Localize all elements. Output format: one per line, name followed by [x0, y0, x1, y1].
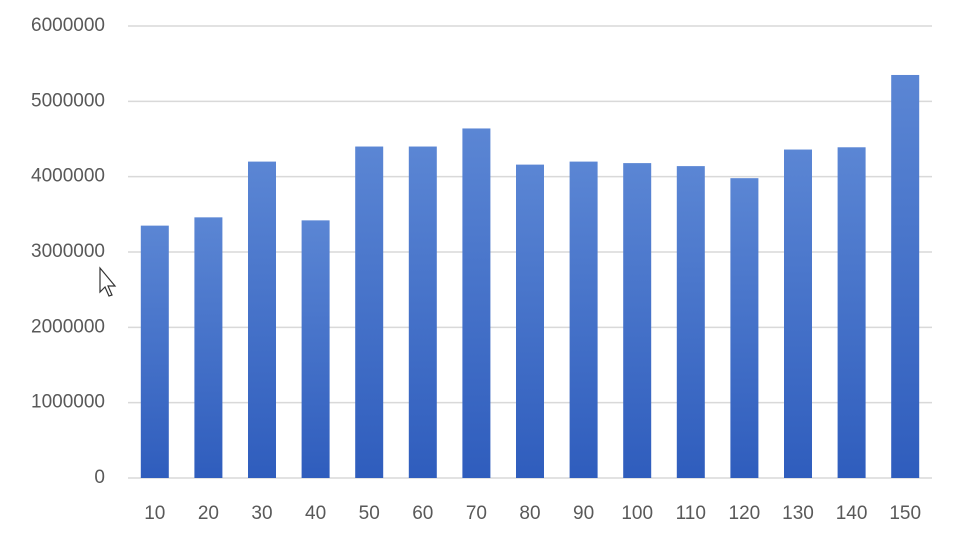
- bar: [837, 147, 866, 478]
- bar: [516, 164, 544, 478]
- bar: [408, 146, 437, 479]
- bar: [140, 225, 169, 478]
- x-tick-label: 100: [621, 503, 653, 524]
- x-tick-label: 20: [198, 503, 219, 524]
- x-tick-label: 140: [836, 503, 868, 524]
- bar: [569, 161, 598, 478]
- bar: [194, 217, 223, 478]
- y-tick-label: 0: [94, 467, 105, 488]
- y-tick-label: 4000000: [31, 166, 105, 187]
- x-tick-label: 40: [305, 503, 326, 524]
- y-tick-label: 5000000: [31, 90, 105, 111]
- bar: [248, 161, 276, 478]
- bar: [676, 166, 705, 478]
- x-tick-label: 70: [466, 503, 487, 524]
- bar: [623, 163, 652, 478]
- x-tick-label: 120: [729, 503, 761, 524]
- x-tick-label: 10: [144, 503, 165, 524]
- x-tick-label: 30: [251, 503, 272, 524]
- bar: [784, 149, 812, 478]
- x-tick-label: 60: [412, 503, 433, 524]
- bar: [730, 178, 759, 478]
- y-tick-label: 6000000: [31, 15, 105, 36]
- x-tick-label: 110: [676, 503, 706, 524]
- bar: [355, 146, 384, 479]
- x-tick-label: 150: [889, 503, 921, 524]
- mouse-cursor: [99, 266, 117, 297]
- x-tick-label: 80: [519, 503, 540, 524]
- x-tick-label: 90: [573, 503, 594, 524]
- y-tick-label: 3000000: [31, 241, 105, 262]
- y-tick-label: 2000000: [31, 316, 105, 337]
- x-tick-label: 130: [782, 503, 814, 524]
- bar: [462, 128, 491, 478]
- x-tick-label: 50: [359, 503, 380, 524]
- plot-area: 0 1000000 2000000 3000000 4000000 5000000 6000…: [31, 15, 932, 524]
- bar: [891, 74, 920, 478]
- bar: [301, 220, 330, 479]
- y-tick-label: 1000000: [31, 392, 105, 413]
